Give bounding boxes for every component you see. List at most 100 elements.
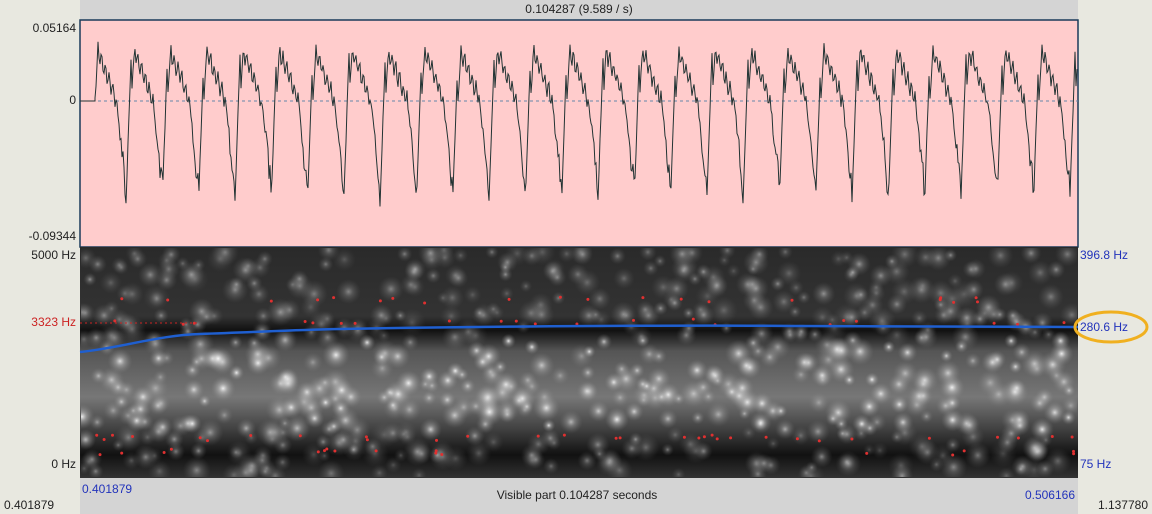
spectral-dot	[236, 419, 256, 439]
spectral-dot	[775, 419, 795, 439]
spectral-dot	[809, 392, 830, 413]
top-bar-label: 0.104287 (9.589 / s)	[525, 2, 632, 16]
formant-dot	[163, 451, 166, 454]
formant-dot	[534, 322, 537, 325]
spectral-dot	[256, 419, 284, 447]
spectral-dot	[249, 284, 269, 304]
spectral-dot	[988, 350, 1006, 368]
formant-dot	[103, 438, 106, 441]
formant-dot	[113, 319, 116, 322]
spectral-dot	[625, 402, 644, 421]
spectral-dot	[1038, 284, 1064, 310]
spectral-dot	[891, 431, 903, 443]
spectral-dot	[667, 427, 684, 444]
spectral-dot	[269, 372, 292, 395]
spectral-dot	[792, 366, 810, 384]
total-start: 0.401879	[4, 498, 54, 512]
formant-dot	[842, 319, 845, 322]
spectral-dot	[695, 442, 713, 460]
spectral-dot	[951, 281, 978, 308]
formant-dot	[765, 436, 768, 439]
spectral-dot	[619, 308, 635, 324]
formant-dot	[170, 448, 173, 451]
formant-dot	[199, 436, 202, 439]
spectral-dot	[613, 268, 634, 289]
spectral-dot	[359, 334, 375, 350]
formant-dot	[440, 453, 443, 456]
formant-dot	[1072, 450, 1075, 453]
spectral-dot	[190, 356, 203, 369]
formant-dot	[311, 321, 314, 324]
formant-dot	[619, 436, 622, 439]
spectral-dot	[156, 270, 177, 291]
spectral-dot	[806, 420, 829, 443]
spectral-dot	[1010, 416, 1030, 436]
spectral-dot	[887, 294, 907, 314]
spectral-dot	[944, 394, 961, 411]
formant-dot	[316, 298, 319, 301]
spectral-dot	[422, 391, 437, 406]
formant-dot	[716, 437, 719, 440]
spectral-dot	[482, 364, 499, 381]
spectral-dot	[830, 251, 846, 267]
y-max-label: 0.05164	[33, 21, 77, 35]
formant-dot	[182, 323, 185, 326]
formant-dot	[466, 435, 469, 438]
spectral-dot	[216, 407, 233, 424]
spectral-dot	[403, 438, 431, 466]
spectral-dot	[609, 248, 626, 265]
spectral-dot	[693, 304, 714, 325]
spectral-dot	[720, 322, 732, 334]
formant-dot	[559, 296, 562, 299]
spectral-dot	[464, 286, 482, 304]
spectral-dot	[843, 374, 855, 386]
visible-end: 0.506166	[1025, 488, 1075, 502]
formant-dot	[680, 298, 683, 301]
spectral-dot	[929, 457, 944, 472]
formant-dot	[865, 452, 868, 455]
spectral-dot	[518, 300, 543, 325]
spectral-dot	[317, 374, 334, 391]
spectral-dot	[453, 248, 468, 263]
formant-dot	[703, 435, 706, 438]
spectral-dot	[499, 267, 513, 281]
spectral-dot	[303, 352, 323, 372]
spectral-dot	[643, 377, 665, 399]
formant-dot	[976, 300, 979, 303]
spectral-dot	[945, 437, 960, 452]
formant-dot	[708, 300, 711, 303]
spectral-dot	[1007, 312, 1027, 332]
spectral-dot	[588, 401, 609, 422]
formant-dot	[423, 302, 426, 305]
spectral-dot	[691, 411, 704, 424]
spectral-dot	[706, 402, 731, 427]
spectral-dot	[100, 272, 122, 294]
spectral-dot	[842, 308, 861, 327]
spectral-dot	[447, 362, 464, 379]
spectral-dot	[663, 291, 679, 307]
formant-dot	[323, 449, 326, 452]
spectral-dot	[743, 289, 766, 312]
visible-label: Visible part 0.104287 seconds	[497, 488, 658, 502]
spectral-dot	[1013, 343, 1031, 361]
formant-dot	[586, 298, 589, 301]
freq-max-label: 5000 Hz	[31, 248, 76, 262]
spectral-dot	[548, 268, 566, 286]
freq-cursor-label: 3323 Hz	[31, 315, 76, 329]
spectral-dot	[706, 274, 728, 296]
spectral-dot	[398, 398, 421, 421]
spectral-dot	[114, 394, 130, 410]
formant-dot	[996, 436, 999, 439]
spectral-dot	[728, 385, 751, 408]
formant-dot	[354, 322, 357, 325]
formant-dot	[1016, 323, 1019, 326]
spectral-dot	[898, 343, 918, 363]
spectral-dot	[402, 334, 419, 351]
spectral-dot	[935, 360, 961, 386]
formant-dot	[120, 452, 123, 455]
spectral-dot	[915, 326, 938, 349]
spectral-dot	[976, 295, 1001, 320]
spectral-dot	[863, 444, 875, 456]
spectral-dot	[596, 334, 612, 350]
spectral-dot	[525, 340, 540, 355]
